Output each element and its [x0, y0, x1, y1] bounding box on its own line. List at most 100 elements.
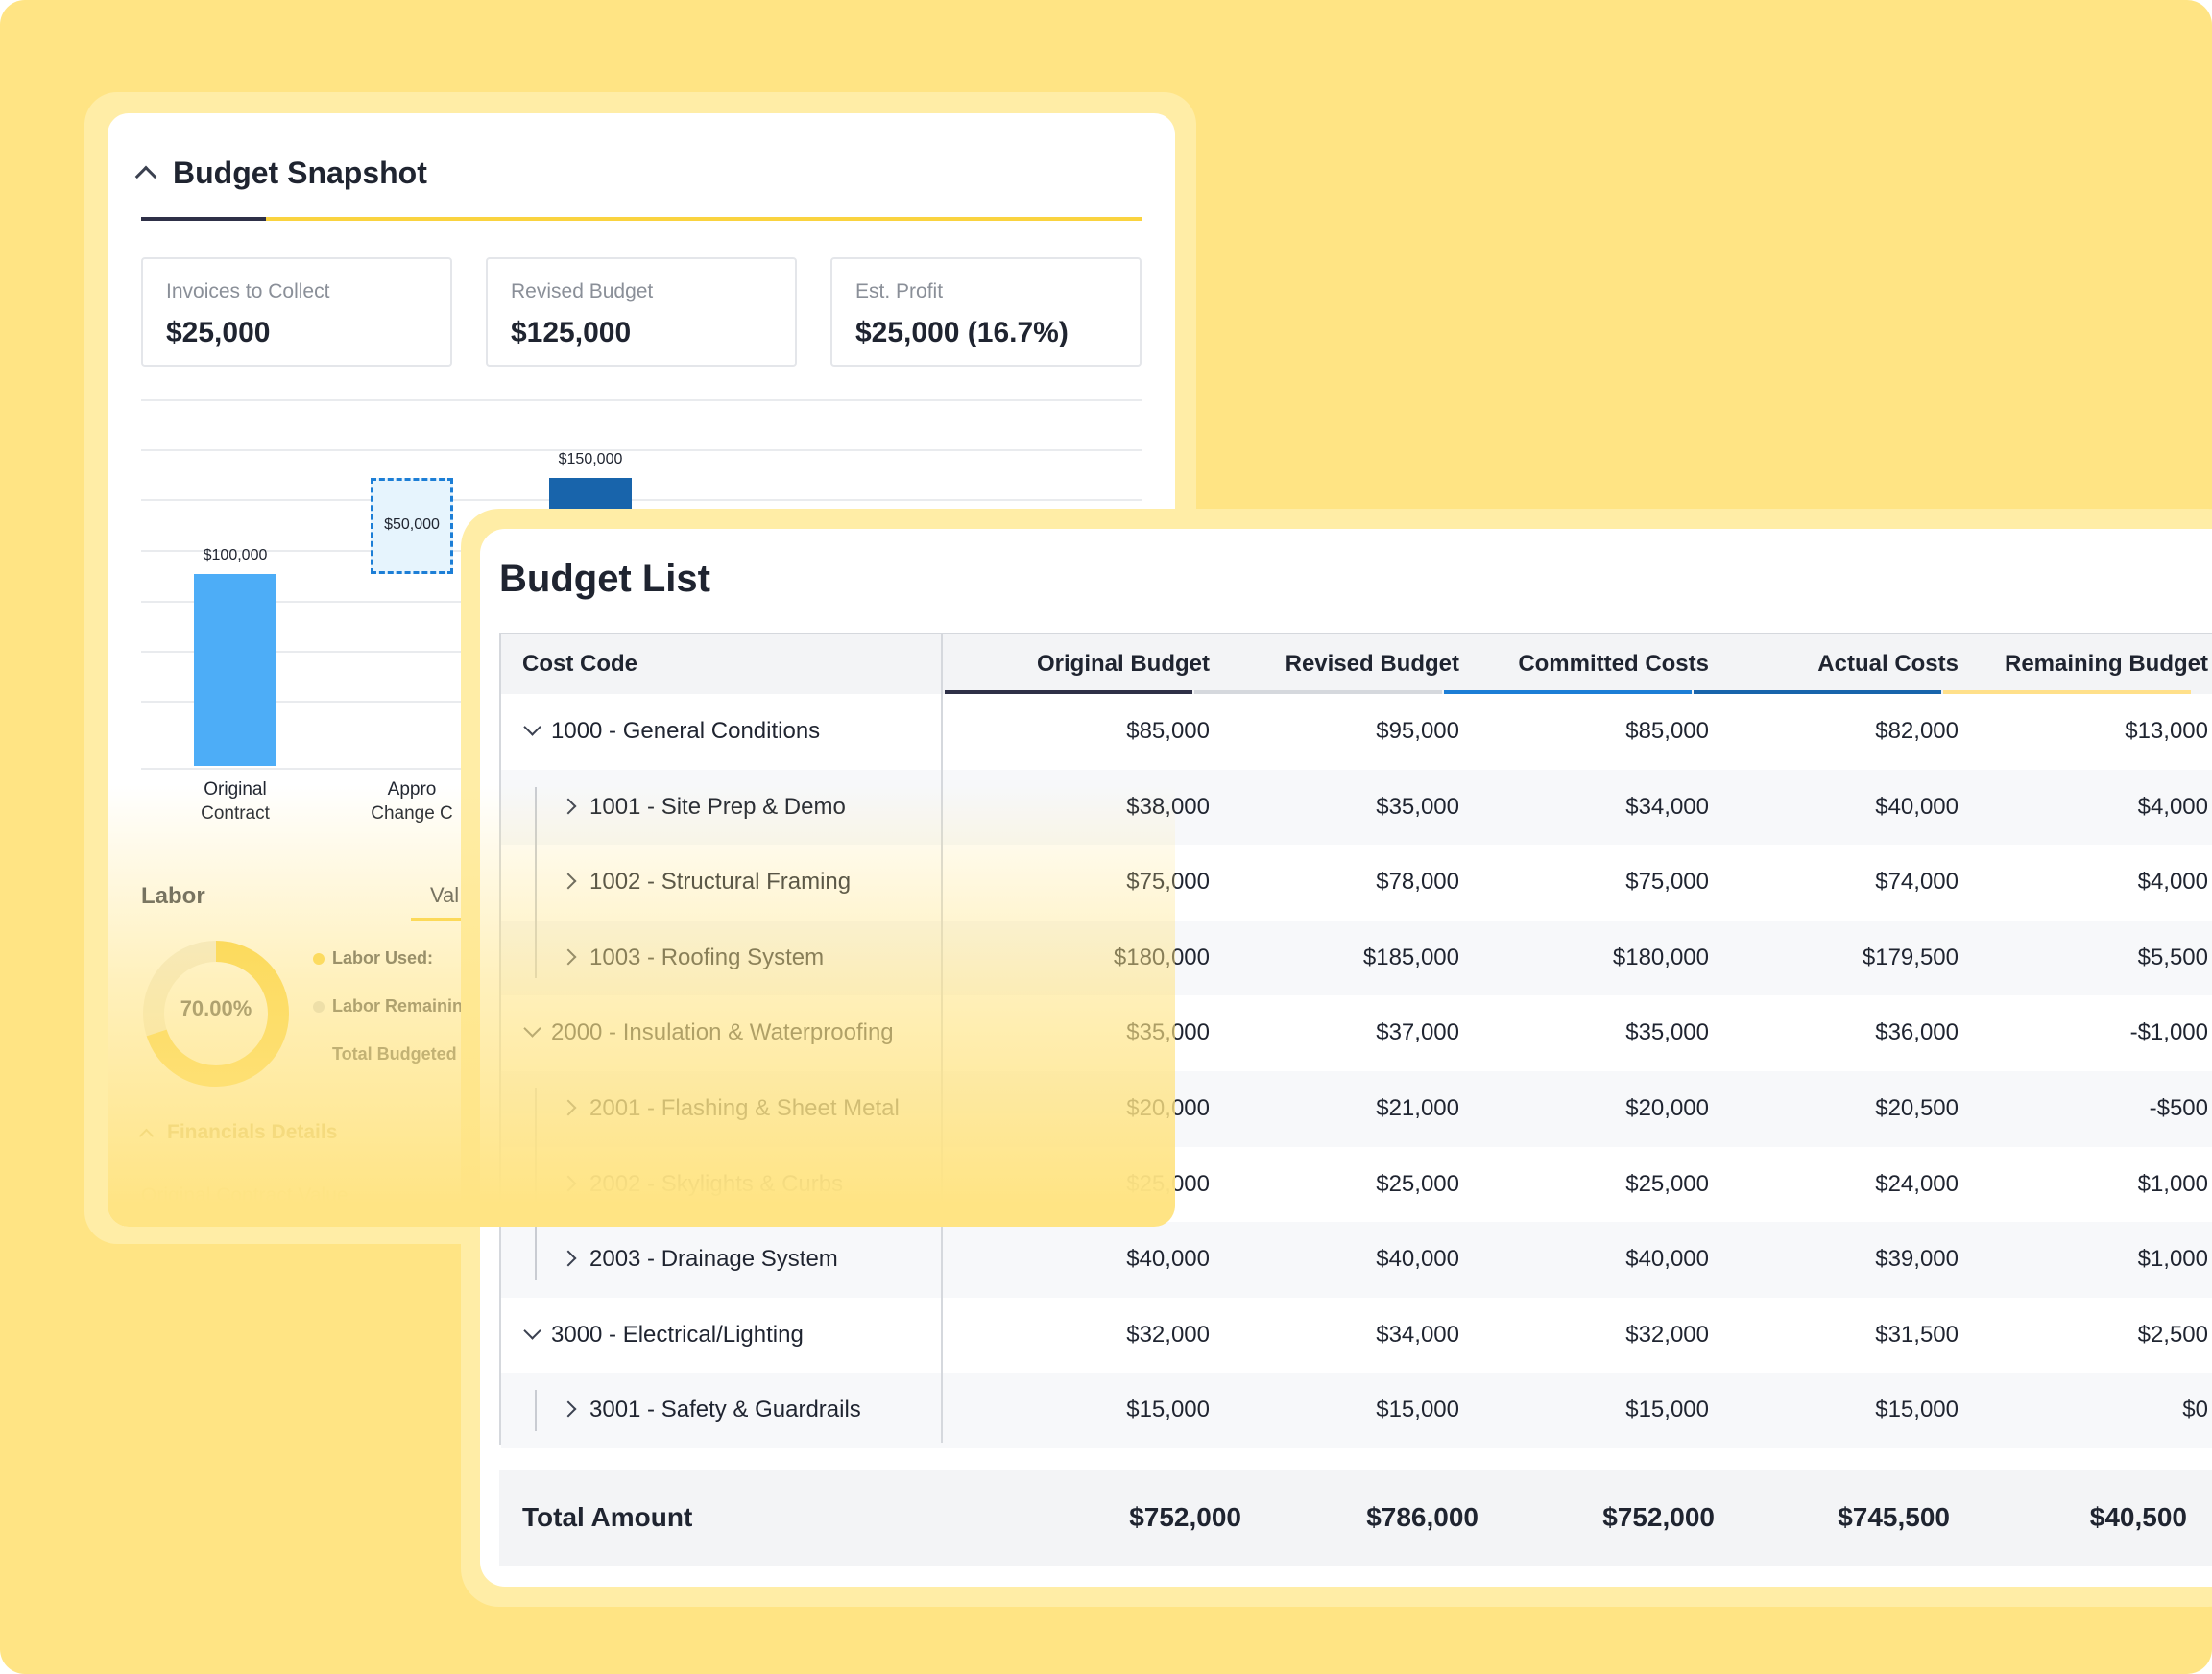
amount-cell: $36,000 [1875, 1019, 1959, 1046]
cost-code-column-divider [501, 634, 943, 1443]
amount-cell: $25,000 [1376, 1170, 1459, 1197]
chart-category-label: Original Contract [139, 777, 331, 825]
amount-cell: $25,000 [1625, 1170, 1709, 1197]
amount-cell: $180,000 [1113, 944, 1210, 970]
table-row[interactable]: 3000 - Electrical/Lighting $32,000 $34,000… [501, 1298, 2212, 1374]
amount-cell: $25,000 [1126, 1170, 1210, 1197]
amount-cell: $179,500 [1862, 944, 1959, 970]
stat-value: $25,000 (16.7%) [855, 317, 1069, 348]
amount-cell: $32,000 [1126, 1321, 1210, 1348]
amount-cell: $15,000 [1625, 1397, 1709, 1423]
stat-label: Invoices to Collect [166, 280, 330, 302]
cost-code-cell: 3000 - Electrical/Lighting [551, 1321, 804, 1348]
legend-label: Labor Remainin [332, 996, 464, 1016]
total-committed-costs: $752,000 [1602, 1502, 1715, 1532]
amount-cell: $40,000 [1126, 1246, 1210, 1273]
amount-cell: $15,000 [1126, 1397, 1210, 1423]
amount-cell: $75,000 [1625, 869, 1709, 896]
chart-bar[interactable] [194, 574, 276, 766]
amount-cell: -$500 [2149, 1095, 2208, 1121]
total-revised-budget: $786,000 [1366, 1502, 1479, 1532]
cost-code-cell: 3001 - Safety & Guardrails [589, 1397, 861, 1423]
amount-cell: $4,000 [2137, 793, 2208, 820]
stat-label: Revised Budget [511, 280, 654, 302]
amount-cell: $15,000 [1376, 1397, 1459, 1423]
table-row[interactable]: 3001 - Safety & Guardrails $15,000 $15,000… [501, 1373, 2212, 1448]
snapshot-title: Budget Snapshot [173, 155, 427, 190]
chart-gridline [141, 399, 1142, 401]
col-revised-budget[interactable]: Revised Budget [1285, 651, 1459, 677]
col-accent [1943, 690, 2191, 694]
amount-cell: $40,000 [1875, 793, 1959, 820]
chart-data-label: $100,000 [203, 547, 268, 563]
budget-list-title: Budget List [499, 558, 710, 600]
col-accent [945, 690, 1192, 694]
category-label-line: Original [204, 779, 267, 800]
total-remaining-budget: $40,500 [2089, 1502, 2187, 1532]
amount-cell: $78,000 [1376, 869, 1459, 896]
amount-cell: $39,000 [1875, 1246, 1959, 1273]
col-cost-code[interactable]: Cost Code [522, 651, 637, 677]
amount-cell: $20,500 [1875, 1095, 1959, 1121]
table-row[interactable]: 1000 - General Conditions $85,000 $95,000 $… [501, 694, 2212, 770]
amount-cell: $85,000 [1625, 718, 1709, 744]
financials-original-contract-label: Original Contract Value [141, 1184, 349, 1207]
amount-cell: $74,000 [1875, 869, 1959, 896]
snapshot-header[interactable]: Budget Snapshot [134, 152, 427, 194]
amount-cell: $24,000 [1875, 1170, 1959, 1197]
chart-gridline [141, 499, 1142, 501]
amount-cell: $20,000 [1126, 1095, 1210, 1121]
legend-label: Labor Used: [332, 948, 434, 968]
amount-cell: $38,000 [1126, 793, 1210, 820]
amount-cell: $5,500 [2137, 944, 2208, 970]
amount-cell: $75,000 [1126, 869, 1210, 896]
legend-dot [313, 952, 325, 965]
budget-table: Cost Code Original Budget Revised Budget… [499, 633, 2212, 1448]
amount-cell: $0 [2182, 1397, 2208, 1423]
amount-cell: $40,000 [1625, 1246, 1709, 1273]
chevron-up-icon[interactable] [138, 1128, 155, 1143]
amount-cell: $37,000 [1376, 1019, 1459, 1046]
legend-labor-remaining: Labor Remainin [313, 996, 463, 1016]
amount-cell: $20,000 [1625, 1095, 1709, 1121]
labor-percent: 70.00% [180, 996, 252, 1020]
col-committed-costs[interactable]: Committed Costs [1518, 651, 1709, 677]
col-accent [1444, 690, 1692, 694]
legend-label: Total Budgeted [332, 1044, 457, 1064]
chart-bar[interactable] [371, 478, 453, 574]
category-label-line: Contract [201, 803, 270, 824]
amount-cell: $95,000 [1376, 718, 1459, 744]
stat-value: $25,000 [166, 317, 271, 348]
amount-cell: $1,000 [2137, 1246, 2208, 1273]
amount-cell: $13,000 [2125, 718, 2208, 744]
total-label: Total Amount [522, 1502, 693, 1532]
financials-title: Financials Details [167, 1121, 338, 1143]
amount-cell: $82,000 [1875, 718, 1959, 744]
chart-gridline [141, 449, 1142, 451]
amount-cell: $85,000 [1126, 718, 1210, 744]
amount-cell: $31,500 [1875, 1321, 1959, 1348]
chevron-up-icon[interactable] [134, 165, 157, 188]
chart-data-label: $50,000 [384, 516, 440, 533]
col-accent [1694, 690, 1941, 694]
stat-revised-budget: Revised Budget $125,000 [486, 257, 797, 367]
col-accent [1194, 690, 1442, 694]
amount-cell: $1,000 [2137, 1170, 2208, 1197]
amount-cell: -$1,000 [2129, 1019, 2208, 1046]
labor-tab-indicator [411, 918, 469, 921]
legend-labor-used: Labor Used: [313, 948, 433, 969]
amount-cell: $34,000 [1625, 793, 1709, 820]
labor-value-tab[interactable]: Val [430, 883, 460, 907]
total-actual-costs: $745,500 [1838, 1502, 1950, 1532]
table-row[interactable]: 2003 - Drainage System $40,000 $40,000 $40,… [501, 1222, 2212, 1298]
cost-code-cell: 2003 - Drainage System [589, 1246, 838, 1273]
col-remaining-budget[interactable]: Remaining Budget [2004, 651, 2208, 677]
amount-cell: $35,000 [1126, 1019, 1210, 1046]
col-actual-costs[interactable]: Actual Costs [1817, 651, 1959, 677]
stat-label: Est. Profit [855, 280, 944, 302]
financials-details-header[interactable]: Financials Details [138, 1121, 338, 1144]
stat-est-profit: Est. Profit $25,000 (16.7%) [830, 257, 1142, 367]
col-original-budget[interactable]: Original Budget [1037, 651, 1210, 677]
amount-cell: $35,000 [1625, 1019, 1709, 1046]
